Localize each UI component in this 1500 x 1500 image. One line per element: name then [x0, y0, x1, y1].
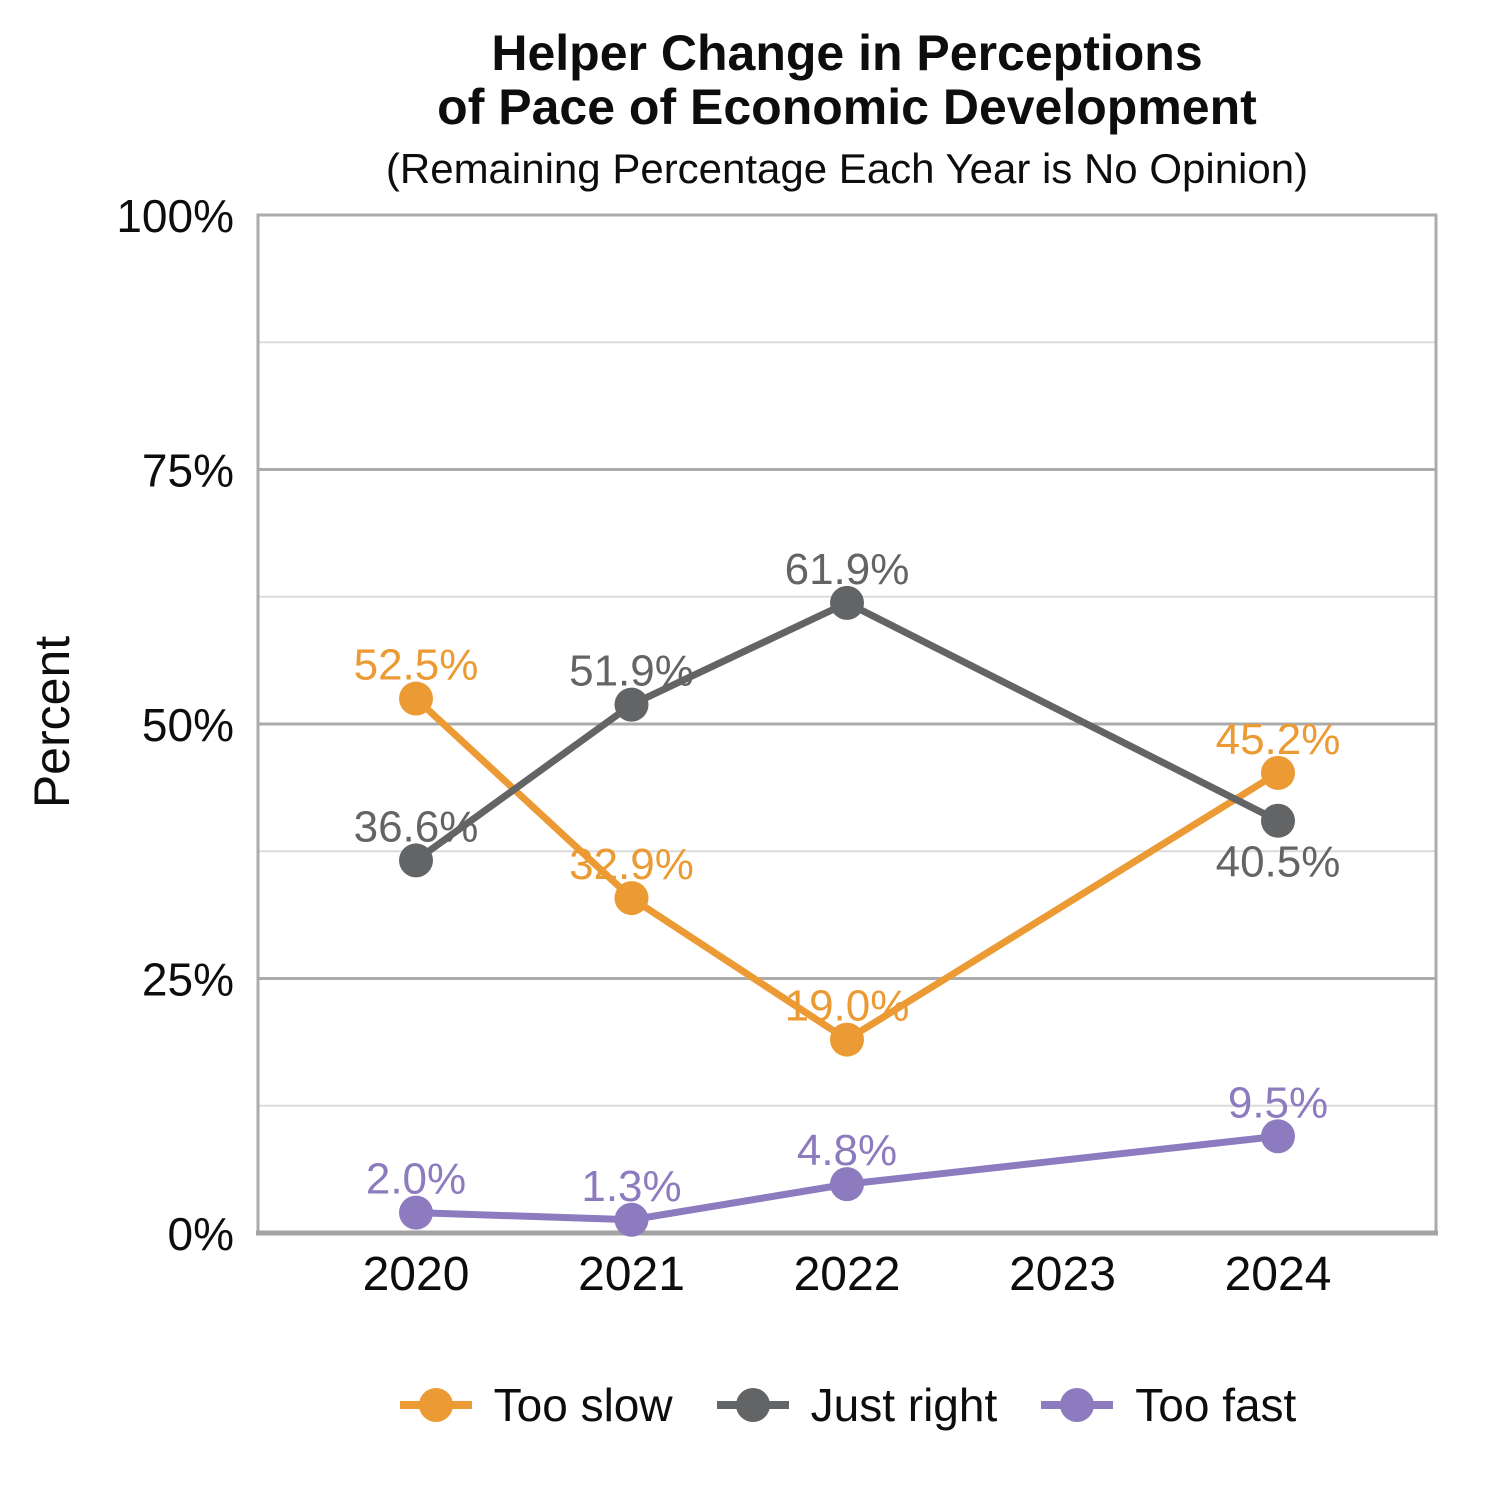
series-line-too-slow: [412, 695, 1282, 1044]
data-label: 19.0%: [785, 982, 910, 1031]
data-point-just-right-2024: [1261, 803, 1295, 838]
data-label: 51.9%: [569, 647, 694, 696]
data-label: 52.5%: [354, 641, 479, 690]
data-label: 36.6%: [354, 802, 479, 851]
data-point-too-slow-2020: [399, 681, 433, 716]
legend-dot: [735, 1388, 770, 1422]
data-point-just-right-2022: [830, 585, 864, 620]
x-tick-label: 2020: [363, 1248, 470, 1301]
data-point-too-fast-2020: [399, 1195, 433, 1230]
data-point-too-fast-2022: [830, 1167, 864, 1202]
x-tick-label: 2022: [794, 1248, 901, 1301]
legend-item-too-slow: Too slow: [398, 1378, 673, 1432]
data-label: 45.2%: [1216, 715, 1341, 764]
data-label: 2.0%: [366, 1155, 466, 1204]
data-point-too-fast-2021: [614, 1202, 649, 1237]
data-point-just-right-2021: [614, 687, 649, 722]
legend-item-just-right: Just right: [715, 1378, 998, 1432]
data-label: 1.3%: [581, 1162, 681, 1211]
legend-label: Just right: [810, 1379, 998, 1431]
chart-title-line1: Helper Change in Perceptions: [491, 25, 1203, 81]
x-tick-label: 2024: [1225, 1248, 1332, 1301]
legend: Too slow Just right Too fast: [258, 1368, 1436, 1442]
data-point-too-fast-2024: [1261, 1119, 1295, 1154]
data-label: 61.9%: [785, 545, 910, 594]
data-label: 40.5%: [1216, 838, 1341, 887]
y-tick-label: 75%: [142, 445, 234, 497]
y-tick-label: 25%: [142, 954, 234, 1006]
y-tick-label: 50%: [142, 699, 234, 751]
chart-title-line2: of Pace of Economic Development: [437, 79, 1257, 135]
legend-marker-icon: [716, 1388, 789, 1422]
legend-marker-icon: [1041, 1388, 1114, 1422]
data-label: 32.9%: [569, 840, 694, 889]
legend-dot: [418, 1388, 453, 1422]
data-point-too-slow-2022: [830, 1022, 864, 1057]
data-point-too-slow-2021: [614, 881, 649, 916]
legend-dot: [1060, 1388, 1095, 1422]
legend-label: Too fast: [1135, 1379, 1297, 1431]
data-label: 4.8%: [797, 1126, 897, 1175]
data-point-too-slow-2024: [1261, 755, 1295, 790]
legend-marker-icon: [399, 1388, 472, 1422]
series-line-just-right: [412, 599, 1282, 864]
data-label: 9.5%: [1228, 1078, 1328, 1127]
series-line-too-fast: [412, 1132, 1282, 1224]
legend-label: Too slow: [493, 1379, 673, 1431]
y-tick-label: 0%: [168, 1208, 234, 1260]
x-tick-label: 2021: [578, 1248, 685, 1301]
x-tick-label: 2023: [1009, 1248, 1116, 1301]
chart-subtitle: (Remaining Percentage Each Year is No Op…: [385, 145, 1309, 192]
data-point-just-right-2020: [399, 843, 433, 878]
legend-item-too-fast: Too fast: [1039, 1378, 1296, 1432]
y-tick-label: 100%: [116, 190, 234, 242]
chart-title: Helper Change in Perceptions of Pace of …: [258, 26, 1436, 134]
